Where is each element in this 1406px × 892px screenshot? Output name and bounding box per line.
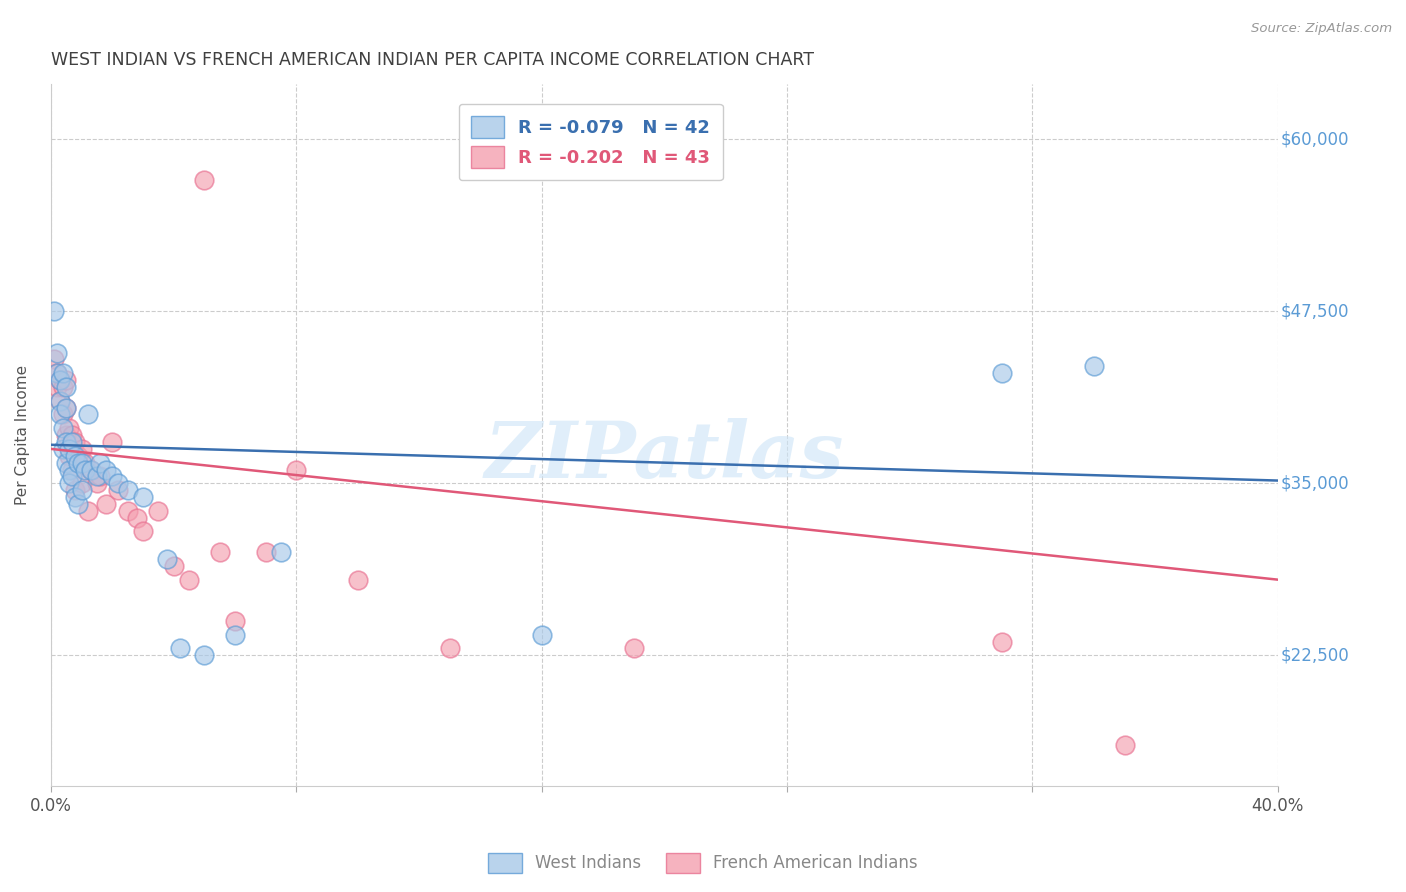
Text: WEST INDIAN VS FRENCH AMERICAN INDIAN PER CAPITA INCOME CORRELATION CHART: WEST INDIAN VS FRENCH AMERICAN INDIAN PE… [51, 51, 814, 69]
Point [67, 449, 90, 463]
Point [49, 408, 72, 422]
Point [254, 545, 277, 559]
Text: $60,000: $60,000 [1281, 130, 1348, 148]
Point [67, 497, 90, 511]
Point [117, 483, 139, 498]
Point [42, 304, 65, 318]
Y-axis label: Per Capita Income: Per Capita Income [15, 365, 30, 505]
Legend: R = -0.079   N = 42, R = -0.202   N = 43: R = -0.079 N = 42, R = -0.202 N = 43 [458, 103, 723, 180]
Point [49, 373, 72, 387]
Point [148, 504, 170, 518]
Point [224, 614, 246, 628]
Point [346, 573, 368, 587]
Point [125, 510, 148, 524]
Point [623, 641, 645, 656]
Point [55, 456, 77, 470]
Point [60, 469, 83, 483]
Text: ZIPatlas: ZIPatlas [485, 418, 844, 494]
Point [52, 380, 75, 394]
Point [101, 435, 124, 450]
Point [46, 366, 69, 380]
Point [58, 449, 80, 463]
Point [52, 421, 75, 435]
Point [89, 456, 111, 470]
Point [46, 345, 69, 359]
Point [439, 641, 461, 656]
Point [60, 428, 83, 442]
Point [224, 628, 246, 642]
Point [70, 476, 93, 491]
Text: $35,000: $35,000 [1281, 475, 1348, 492]
Point [46, 366, 69, 380]
Point [89, 469, 111, 483]
Point [70, 483, 93, 498]
Point [86, 469, 108, 483]
Point [55, 428, 77, 442]
Point [94, 462, 117, 476]
Point [58, 442, 80, 456]
Text: $47,500: $47,500 [1281, 302, 1348, 320]
Point [94, 497, 117, 511]
Point [156, 552, 179, 566]
Point [208, 545, 231, 559]
Point [60, 435, 83, 450]
Point [58, 462, 80, 476]
Point [67, 456, 90, 470]
Text: Source: ZipAtlas.com: Source: ZipAtlas.com [1251, 22, 1392, 36]
Point [991, 366, 1014, 380]
Point [132, 524, 155, 539]
Point [991, 634, 1014, 648]
Point [162, 558, 184, 573]
Point [270, 545, 292, 559]
Point [193, 173, 215, 187]
Legend: West Indians, French American Indians: West Indians, French American Indians [482, 847, 924, 880]
Point [169, 641, 191, 656]
Point [80, 462, 103, 476]
Point [55, 373, 77, 387]
Point [65, 483, 87, 498]
Point [65, 490, 87, 504]
Point [1114, 738, 1136, 752]
Point [52, 442, 75, 456]
Point [65, 435, 87, 450]
Point [107, 476, 129, 491]
Point [177, 573, 200, 587]
Point [55, 435, 77, 450]
Point [60, 462, 83, 476]
Point [76, 504, 98, 518]
Point [52, 408, 75, 422]
Point [49, 373, 72, 387]
Point [58, 421, 80, 435]
Point [117, 504, 139, 518]
Point [49, 393, 72, 408]
Point [73, 462, 96, 476]
Point [58, 476, 80, 491]
Point [107, 483, 129, 498]
Point [65, 449, 87, 463]
Point [52, 366, 75, 380]
Point [285, 462, 308, 476]
Point [76, 408, 98, 422]
Point [80, 462, 103, 476]
Point [42, 352, 65, 367]
Point [55, 380, 77, 394]
Point [73, 456, 96, 470]
Point [132, 490, 155, 504]
Point [70, 442, 93, 456]
Point [55, 401, 77, 415]
Point [49, 393, 72, 408]
Point [1083, 359, 1105, 374]
Point [193, 648, 215, 663]
Point [86, 476, 108, 491]
Point [46, 380, 69, 394]
Point [530, 628, 553, 642]
Point [101, 469, 124, 483]
Text: $22,500: $22,500 [1281, 647, 1350, 665]
Point [70, 456, 93, 470]
Point [55, 401, 77, 415]
